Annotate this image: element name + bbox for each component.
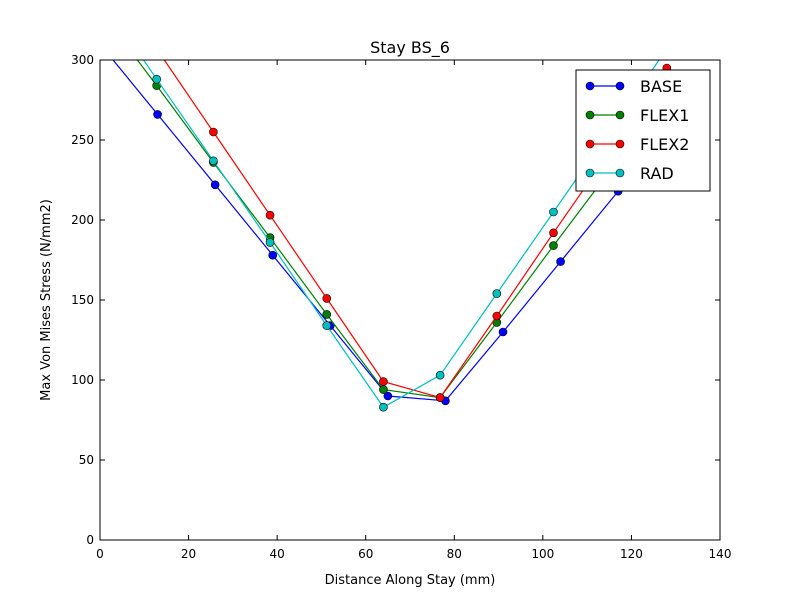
data-point xyxy=(492,289,502,298)
plot-frame xyxy=(99,59,721,541)
data-point xyxy=(209,127,218,137)
y-tick-label: 50 xyxy=(79,453,94,467)
data-point xyxy=(322,294,332,303)
legend-marker-start xyxy=(585,81,595,91)
data-point xyxy=(435,370,445,380)
data-point xyxy=(379,402,388,412)
data-point xyxy=(549,241,558,250)
legend-item-base: BASE xyxy=(585,77,682,96)
x-tick-label: 0 xyxy=(96,547,104,561)
y-tick-label: 150 xyxy=(71,293,94,307)
legend-label: RAD xyxy=(640,164,674,183)
legend-marker-start xyxy=(585,139,595,149)
data-point xyxy=(549,228,558,238)
legend-marker-start xyxy=(585,168,595,178)
legend-marker-end xyxy=(615,110,625,120)
legend-item-flex2: FLEX2 xyxy=(585,135,689,154)
legend-box xyxy=(575,69,711,192)
y-axis-title: Max Von Mises Stress (N/mm2) xyxy=(39,199,54,401)
data-point xyxy=(153,110,162,119)
x-tick-label: 40 xyxy=(270,547,285,561)
legend-item-flex1: FLEX1 xyxy=(585,106,689,125)
data-point xyxy=(383,391,393,401)
data-point xyxy=(265,238,275,247)
x-tick-label: 120 xyxy=(620,547,643,561)
axis-ticks: 0 20 40 60 80 100 120 140 0 50 100 150 200 250 300 xyxy=(71,53,731,561)
y-tick-label: 250 xyxy=(71,133,94,147)
data-point xyxy=(435,393,445,402)
x-tick-label: 20 xyxy=(181,547,196,561)
y-tick-label: 0 xyxy=(86,533,94,547)
y-tick-label: 200 xyxy=(71,213,94,227)
chart-title: Stay BS_6 xyxy=(370,38,450,58)
data-point xyxy=(379,377,388,386)
legend-marker-end xyxy=(615,168,625,178)
legend-label: BASE xyxy=(640,77,682,96)
y-tick-label: 100 xyxy=(71,373,94,387)
legend-label: FLEX2 xyxy=(640,135,689,154)
legend-items: BASE FLEX1 FLEX2 RAD xyxy=(585,77,689,183)
data-point xyxy=(268,250,278,260)
data-point xyxy=(152,74,161,84)
data-point xyxy=(322,310,332,319)
data-point xyxy=(556,257,565,266)
x-axis-title: Distance Along Stay (mm) xyxy=(325,573,496,588)
data-point xyxy=(549,207,558,217)
x-tick-label: 100 xyxy=(531,547,554,561)
x-tick-label: 60 xyxy=(358,547,373,561)
data-point xyxy=(322,321,332,330)
data-point xyxy=(265,210,275,220)
data-point xyxy=(210,180,220,190)
legend-marker-end xyxy=(615,81,625,91)
legend-label: FLEX1 xyxy=(640,106,689,125)
legend: BASE FLEX1 FLEX2 RAD xyxy=(575,69,711,192)
legend-marker-start xyxy=(585,110,595,120)
data-point xyxy=(209,156,218,166)
legend-item-rad: RAD xyxy=(585,164,674,183)
legend-marker-end xyxy=(615,139,625,149)
data-point xyxy=(498,327,508,337)
data-point xyxy=(379,385,388,394)
y-tick-label: 300 xyxy=(71,53,94,67)
x-tick-label: 80 xyxy=(447,547,462,561)
data-point xyxy=(492,311,502,321)
x-tick-label: 140 xyxy=(709,547,732,561)
